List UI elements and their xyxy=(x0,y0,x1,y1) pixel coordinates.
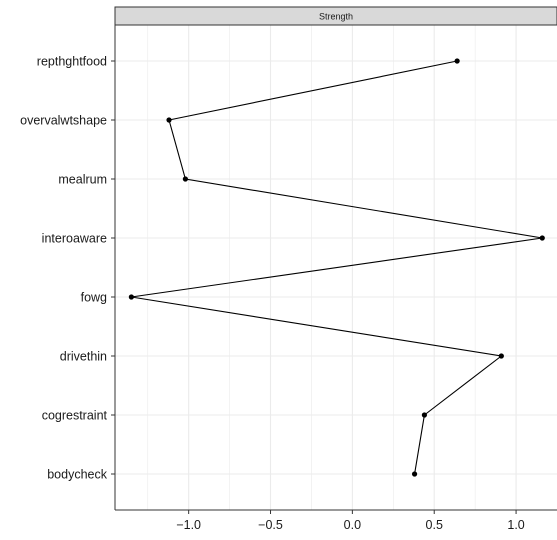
y-tick-label: bodycheck xyxy=(47,468,108,482)
data-point xyxy=(454,58,460,64)
y-tick-label: interoaware xyxy=(42,232,107,246)
x-tick-label: 1.0 xyxy=(507,518,524,532)
x-tick-label: 0.0 xyxy=(344,518,361,532)
x-axis-labels: −1.0 −0.5 0.0 0.5 1.0 xyxy=(176,510,525,532)
y-axis-labels: repthghtfood overvalwtshape mealrum interoa… xyxy=(20,55,115,482)
y-tick-label: fowg xyxy=(81,291,107,305)
y-tick-label: overvalwtshape xyxy=(20,114,107,128)
x-tick-label: 0.5 xyxy=(426,518,443,532)
panel-strip xyxy=(114,6,557,26)
data-point xyxy=(128,294,134,300)
y-tick-label: repthghtfood xyxy=(37,55,107,69)
data-point xyxy=(498,353,504,359)
x-tick-label: −1.0 xyxy=(176,518,201,532)
panel-title: Strength xyxy=(319,12,353,22)
y-tick-label: cogrestraint xyxy=(42,409,108,423)
y-tick-label: drivethin xyxy=(60,350,107,364)
grid-lines xyxy=(115,25,557,510)
data-point xyxy=(182,176,188,182)
data-point xyxy=(166,117,172,123)
series-strength xyxy=(128,58,545,477)
y-tick-label: mealrum xyxy=(58,173,107,187)
data-point xyxy=(421,412,427,418)
x-tick-label: −0.5 xyxy=(258,518,283,532)
data-point xyxy=(411,471,418,477)
series-line xyxy=(131,60,543,475)
data-point xyxy=(539,235,545,241)
